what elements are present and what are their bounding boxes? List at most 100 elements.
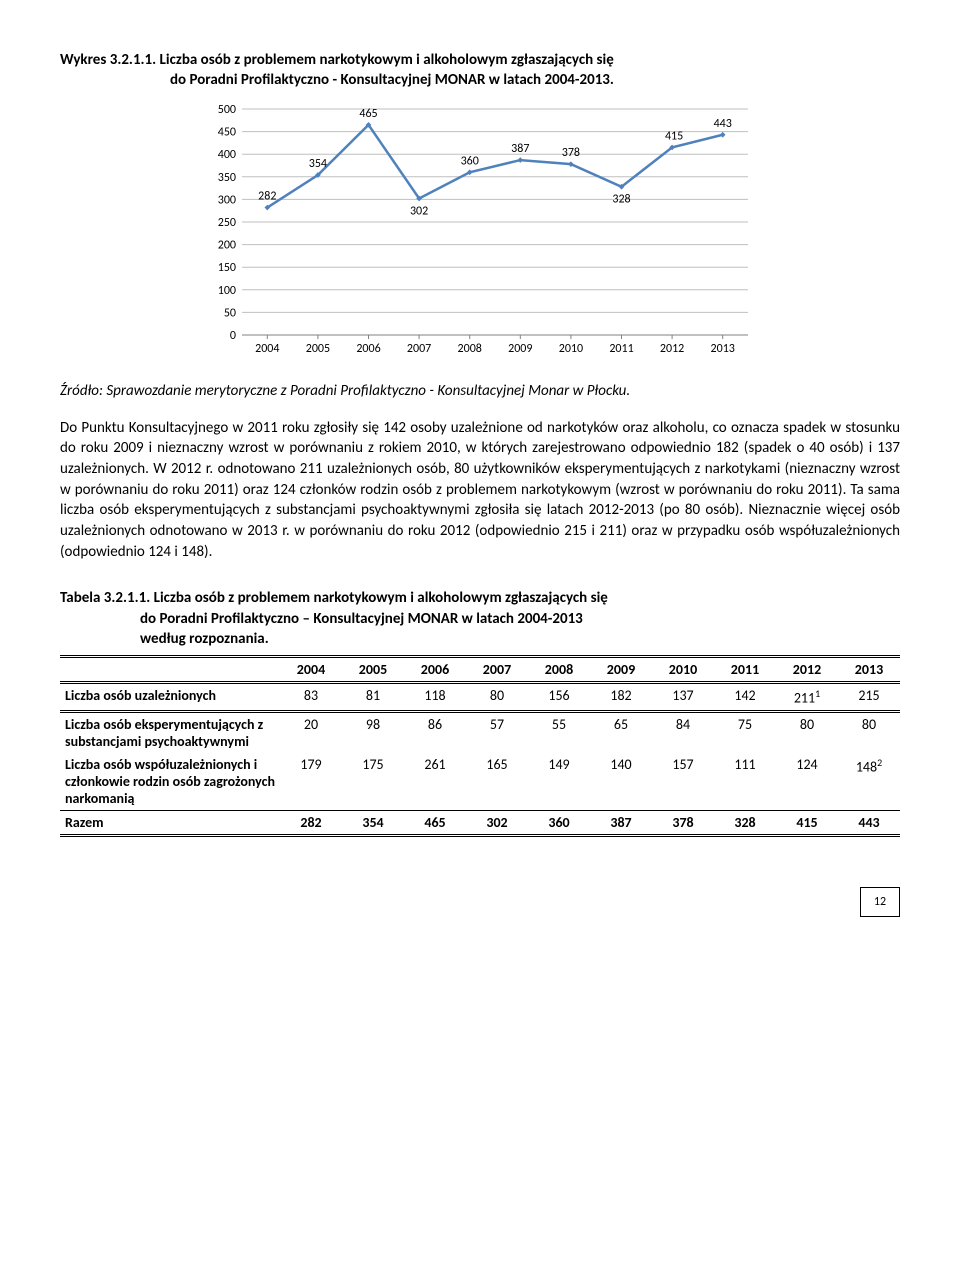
cell-value: 83 — [280, 683, 342, 712]
svg-text:2004: 2004 — [255, 342, 279, 356]
cell-value: 282 — [280, 810, 342, 835]
cell-value: 84 — [652, 711, 714, 753]
year-header: 2005 — [342, 657, 404, 683]
chart-title-line1: Wykres 3.2.1.1. Liczba osób z problemem … — [60, 51, 614, 69]
cell-value: 443 — [838, 810, 900, 835]
svg-text:2008: 2008 — [458, 342, 482, 356]
svg-text:2012: 2012 — [660, 342, 684, 356]
cell-value: 80 — [466, 683, 528, 712]
cell-value: 142 — [714, 683, 776, 712]
svg-text:2010: 2010 — [559, 342, 583, 356]
svg-text:354: 354 — [309, 156, 327, 170]
svg-text:2011: 2011 — [609, 342, 633, 356]
cell-value: 57 — [466, 711, 528, 753]
year-header: 2010 — [652, 657, 714, 683]
row-label: Liczba osób eksperymentujących z substan… — [60, 711, 280, 753]
cell-value: 415 — [776, 810, 838, 835]
cell-value: 302 — [466, 810, 528, 835]
svg-text:400: 400 — [218, 148, 236, 162]
cell-value: 175 — [342, 753, 404, 811]
svg-text:500: 500 — [218, 103, 236, 117]
svg-text:2013: 2013 — [711, 342, 735, 356]
cell-value: 75 — [714, 711, 776, 753]
table-title-line2: do Poradni Profilaktyczno – Konsultacyjn… — [60, 609, 900, 629]
svg-text:465: 465 — [359, 106, 377, 120]
svg-text:50: 50 — [224, 306, 236, 320]
svg-text:2005: 2005 — [306, 342, 330, 356]
svg-text:0: 0 — [230, 329, 236, 343]
cell-value: 140 — [590, 753, 652, 811]
row-label: Liczba osób uzależnionych — [60, 683, 280, 712]
line-chart: 0 50 100 150 200 250 300 350 400 450 500 2004 2005 20… — [200, 99, 760, 359]
cell-value: 98 — [342, 711, 404, 753]
table-row: Liczba osób eksperymentujących z substan… — [60, 711, 900, 753]
svg-text:300: 300 — [218, 193, 236, 207]
svg-text:200: 200 — [218, 238, 236, 252]
cell-value: 465 — [404, 810, 466, 835]
svg-text:415: 415 — [665, 129, 683, 143]
cell-value: 86 — [404, 711, 466, 753]
svg-text:350: 350 — [218, 170, 236, 184]
cell-value: 328 — [714, 810, 776, 835]
svg-text:387: 387 — [511, 142, 529, 156]
cell-value: 137 — [652, 683, 714, 712]
cell-value: 387 — [590, 810, 652, 835]
table-title-line1: Tabela 3.2.1.1. Liczba osób z problemem … — [60, 589, 608, 607]
year-header: 2007 — [466, 657, 528, 683]
cell-value: 118 — [404, 683, 466, 712]
page-number: 12 — [860, 887, 900, 917]
cell-value: 80 — [838, 711, 900, 753]
cell-value: 80 — [776, 711, 838, 753]
chart-container: 0 50 100 150 200 250 300 350 400 450 500 2004 2005 20… — [200, 99, 760, 364]
cell-value: 261 — [404, 753, 466, 811]
svg-text:2009: 2009 — [508, 342, 532, 356]
year-header: 2013 — [838, 657, 900, 683]
cell-value: 1482 — [838, 753, 900, 811]
cell-value: 149 — [528, 753, 590, 811]
svg-text:450: 450 — [218, 125, 236, 139]
cell-value: 111 — [714, 753, 776, 811]
cell-value: 360 — [528, 810, 590, 835]
source-text: Źródło: Sprawozdanie merytoryczne z Pora… — [60, 382, 900, 400]
cell-value: 378 — [652, 810, 714, 835]
data-table: 2004200520062007200820092010201120122013… — [60, 655, 900, 837]
year-header: 2012 — [776, 657, 838, 683]
svg-text:250: 250 — [218, 216, 236, 230]
table-row: Liczba osób współuzależnionych i członko… — [60, 753, 900, 811]
svg-text:443: 443 — [714, 116, 732, 130]
cell-value: 55 — [528, 711, 590, 753]
cell-value: 354 — [342, 810, 404, 835]
svg-text:2007: 2007 — [407, 342, 431, 356]
svg-text:302: 302 — [410, 204, 428, 218]
svg-text:328: 328 — [612, 192, 630, 206]
year-header: 2011 — [714, 657, 776, 683]
cell-value: 165 — [466, 753, 528, 811]
cell-value: 179 — [280, 753, 342, 811]
cell-value: 81 — [342, 683, 404, 712]
svg-text:150: 150 — [218, 261, 236, 275]
cell-value: 156 — [528, 683, 590, 712]
table-title-line3: według rozpoznania. — [60, 629, 900, 649]
year-header: 2006 — [404, 657, 466, 683]
cell-value: 182 — [590, 683, 652, 712]
svg-text:2006: 2006 — [356, 342, 380, 356]
table-header-row: 2004200520062007200820092010201120122013 — [60, 657, 900, 683]
table-row: Liczba osób uzależnionych838111880156182… — [60, 683, 900, 712]
table-row: Razem282354465302360387378328415443 — [60, 810, 900, 835]
table-title: Tabela 3.2.1.1. Liczba osób z problemem … — [60, 588, 900, 649]
cell-value: 157 — [652, 753, 714, 811]
svg-text:100: 100 — [218, 283, 236, 297]
year-header: 2009 — [590, 657, 652, 683]
svg-text:360: 360 — [461, 154, 479, 168]
svg-text:378: 378 — [562, 146, 580, 160]
chart-title: Wykres 3.2.1.1. Liczba osób z problemem … — [60, 50, 900, 91]
row-label: Razem — [60, 810, 280, 835]
year-header: 2008 — [528, 657, 590, 683]
svg-text:282: 282 — [258, 189, 276, 203]
cell-value: 124 — [776, 753, 838, 811]
cell-value: 20 — [280, 711, 342, 753]
cell-value: 65 — [590, 711, 652, 753]
cell-value: 215 — [838, 683, 900, 712]
chart-title-line2: do Poradni Profilaktyczno - Konsultacyjn… — [60, 70, 900, 90]
body-paragraph: Do Punktu Konsultacyjnego w 2011 roku zg… — [60, 418, 900, 563]
